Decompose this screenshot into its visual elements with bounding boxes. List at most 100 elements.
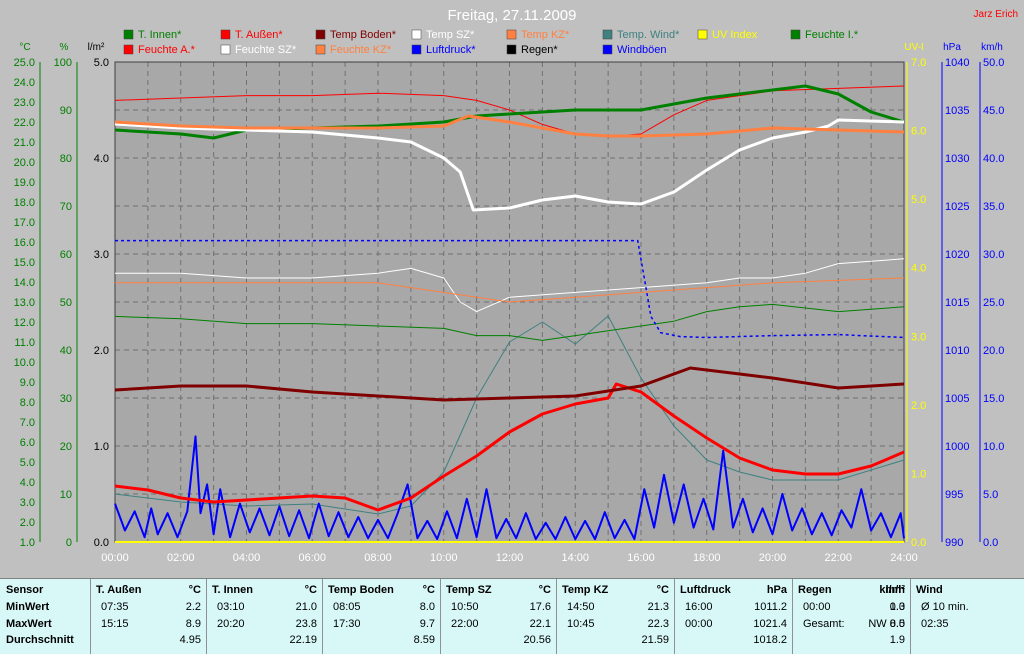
- time-tick-label: 08:00: [364, 552, 392, 564]
- wind-tick-label: 0.0: [983, 537, 998, 549]
- temp-tick-label: 8.0: [20, 397, 35, 409]
- temp-tick-label: 18.0: [14, 197, 35, 209]
- stats-section-unit: °C: [304, 584, 317, 596]
- time-tick-label: 14:00: [561, 552, 589, 564]
- temp-tick-label: 15.0: [14, 257, 35, 269]
- legend-label: T. Innen*: [138, 29, 182, 41]
- temp-tick-label: 1.0: [20, 537, 35, 549]
- series-feuchte-kz: [115, 277, 905, 303]
- rain-unit: l/m²: [88, 42, 105, 53]
- stats-section: T. Innen °C 03:10 21.0 20:20 23.8 22.19: [206, 579, 323, 654]
- series-luftdruck: [115, 239, 905, 339]
- press-tick-label: 1020: [945, 249, 969, 261]
- temp-tick-label: 21.0: [14, 137, 35, 149]
- temp-tick-label: 14.0: [14, 277, 35, 289]
- stats-min-value: 17.6: [529, 601, 551, 613]
- stats-section-title: Wind: [916, 584, 943, 596]
- legend-label: Feuchte KZ*: [330, 44, 392, 56]
- rain-tick-label: 3.0: [94, 249, 109, 261]
- time-tick-label: 00:00: [101, 552, 129, 564]
- stats-section-title: Temp SZ: [446, 584, 492, 596]
- series-temp-boden: [114, 366, 905, 402]
- stats-min-time: 07:35: [101, 601, 129, 613]
- legend-swatch: [411, 44, 422, 55]
- temp-tick-label: 16.0: [14, 237, 35, 249]
- legend-label: T. Außen*: [235, 29, 283, 41]
- stats-section: Temp SZ °C 10:50 17.6 22:00 22.1 20.56: [440, 579, 557, 654]
- stats-section-unit: °C: [188, 584, 201, 596]
- stats-min-time: 00:00: [803, 601, 831, 613]
- rain-tick-label: 4.0: [94, 153, 109, 165]
- legend-swatch: [506, 29, 517, 40]
- chart-title: Freitag, 27.11.2009: [448, 7, 577, 24]
- series: [114, 84, 905, 543]
- stats-max-value: 9.7: [419, 618, 435, 630]
- press-tick-label: 1005: [945, 393, 969, 405]
- stats-min-time: 08:05: [333, 601, 361, 613]
- time-tick-label: 20:00: [759, 552, 787, 564]
- stats-min-value: 1011.2: [754, 601, 787, 613]
- time-tick-label: 18:00: [693, 552, 721, 564]
- hum-tick-label: 80: [60, 153, 72, 165]
- temp-unit: °C: [19, 42, 30, 53]
- legend-label: Luftdruck*: [426, 44, 476, 56]
- legend-label: Temp KZ*: [521, 29, 570, 41]
- stats-max-value: 22.3: [647, 618, 669, 630]
- stats-min-value: 0.0: [889, 601, 905, 613]
- stats-average: 21.59: [641, 634, 669, 646]
- stats-min-time: 14:50: [567, 601, 595, 613]
- stats-section-unit: °C: [538, 584, 551, 596]
- uv-tick-label: 5.0: [911, 194, 926, 206]
- temp-tick-label: 4.0: [20, 477, 35, 489]
- stats-section-title: T. Innen: [212, 584, 253, 596]
- stats-average: 1.9: [889, 634, 905, 646]
- series-feuchte-i: [114, 303, 905, 341]
- hum-tick-label: 70: [60, 201, 72, 213]
- press-tick-label: 1030: [945, 153, 969, 165]
- temp-tick-label: 22.0: [14, 117, 35, 129]
- legend-label: Windböen: [617, 44, 667, 56]
- temp-tick-label: 6.0: [20, 437, 35, 449]
- stats-max-value: 8.9: [185, 618, 201, 630]
- uv-unit: UV-I: [904, 42, 923, 53]
- legend-swatch: [220, 44, 231, 55]
- uv-tick-label: 2.0: [911, 400, 926, 412]
- stats-min-value: 1.3: [889, 601, 905, 613]
- wind-tick-label: 20.0: [983, 345, 1004, 357]
- stats-max-time: 02:35: [921, 618, 949, 630]
- temp-tick-label: 24.0: [14, 77, 35, 89]
- uv-tick-label: 0.0: [911, 537, 926, 549]
- stats-min-time: 03:10: [217, 601, 245, 613]
- temp-tick-label: 5.0: [20, 457, 35, 469]
- stats-min-time: 16:00: [685, 601, 713, 613]
- stats-average: 8.59: [413, 634, 435, 646]
- stats-row-label: MinWert: [6, 601, 50, 613]
- axis-units: °C % l/m² UV-I hPa km/h: [19, 42, 1002, 53]
- stats-section-title: Temp Boden: [328, 584, 394, 596]
- stats-section-unit: °C: [656, 584, 669, 596]
- wind-tick-label: 40.0: [983, 153, 1004, 165]
- stats-section: Temp Boden °C 08:05 8.0 17:30 9.7 8.59: [322, 579, 441, 654]
- legend-swatch: [315, 44, 326, 55]
- legend-label: Temp Boden*: [330, 29, 397, 41]
- temp-tick-label: 20.0: [14, 157, 35, 169]
- pressure-unit: hPa: [943, 42, 961, 53]
- temp-tick-label: 11.0: [14, 337, 35, 349]
- hum-tick-label: 20: [60, 441, 72, 453]
- legend-label: Temp SZ*: [426, 29, 475, 41]
- temp-tick-label: 10.0: [14, 357, 35, 369]
- stats-section-unit: km/h: [879, 584, 905, 596]
- wind-tick-label: 25.0: [983, 297, 1004, 309]
- stats-section-unit: °C: [422, 584, 435, 596]
- hum-tick-label: 0: [66, 537, 72, 549]
- stats-section-title: Temp KZ: [562, 584, 609, 596]
- series-temp-kz: [114, 114, 905, 138]
- stats-section-unit: hPa: [766, 584, 787, 596]
- series-t-innen: [114, 84, 905, 140]
- legend-swatch: [315, 29, 326, 40]
- stats-average: 22.19: [289, 634, 317, 646]
- legend-label: Temp. Wind*: [617, 29, 680, 41]
- author-label: Jarz Erich: [974, 9, 1018, 20]
- series-feuchte-a: [114, 85, 905, 137]
- legend-label: UV Index: [712, 29, 758, 41]
